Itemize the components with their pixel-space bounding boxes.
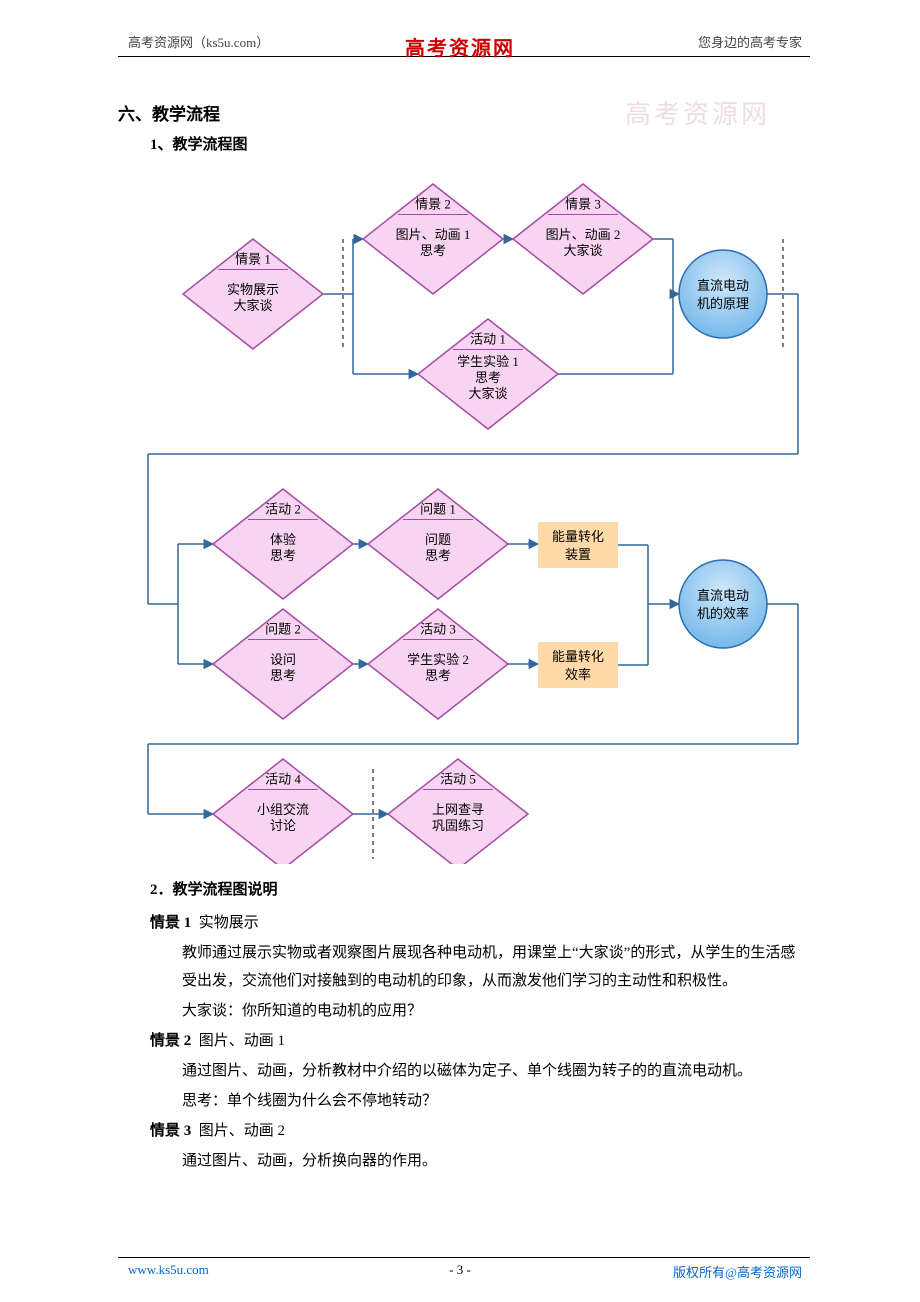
svg-text:上网查寻: 上网查寻 [432,802,484,817]
svg-text:活动 3: 活动 3 [420,622,456,637]
header-right: 您身边的高考专家 [698,32,802,51]
svg-text:小组交流: 小组交流 [257,802,309,817]
svg-text:活动 5: 活动 5 [440,772,476,787]
svg-text:问题: 问题 [425,532,451,547]
scene2-question: 思考：单个线圈为什么会不停地转动？ [182,1087,810,1115]
scene1-heading: 情景 1 实物展示 [150,909,810,937]
svg-text:思考: 思考 [425,668,451,683]
svg-text:思考: 思考 [270,668,296,683]
svg-text:问题 2: 问题 2 [265,622,301,637]
svg-text:能量转化: 能量转化 [552,529,604,544]
svg-text:直流电动: 直流电动 [697,588,749,603]
subsection-1: 1、教学流程图 [150,133,810,154]
svg-text:活动 4: 活动 4 [265,772,301,787]
svg-text:机的效率: 机的效率 [697,606,749,621]
scene3-paragraph: 通过图片、动画，分析换向器的作用。 [182,1147,810,1175]
svg-text:机的原理: 机的原理 [697,296,749,311]
svg-text:大家谈: 大家谈 [468,386,507,401]
svg-text:思考: 思考 [420,243,446,258]
svg-text:图片、动画 2: 图片、动画 2 [546,227,621,242]
svg-text:思考: 思考 [270,548,296,563]
svg-text:思考: 思考 [475,370,501,385]
svg-text:能量转化: 能量转化 [552,649,604,664]
scene1-question: 大家谈：你所知道的电动机的应用？ [182,997,810,1025]
svg-text:巩固练习: 巩固练习 [432,818,484,833]
svg-text:大家谈: 大家谈 [563,243,602,258]
svg-text:情景 3: 情景 3 [565,197,601,212]
scene1-paragraph: 教师通过展示实物或者观察图片展现各种电动机，用课堂上“大家谈”的形式，从学生的生… [118,939,810,995]
svg-text:情景 2: 情景 2 [415,197,451,212]
scene3-heading: 情景 3 图片、动画 2 [150,1117,810,1145]
svg-text:学生实验 1: 学生实验 1 [457,354,519,369]
svg-text:活动 2: 活动 2 [265,502,301,517]
svg-text:学生实验 2: 学生实验 2 [407,652,469,667]
watermark: 高考资源网 [625,94,770,131]
svg-text:讨论: 讨论 [270,818,296,833]
svg-text:情景 1: 情景 1 [235,252,271,267]
svg-text:问题 1: 问题 1 [420,502,456,517]
svg-text:活动 1: 活动 1 [470,332,506,347]
flowchart: 情景 1实物展示大家谈情景 2图片、动画 1思考情景 3图片、动画 2大家谈活动… [118,164,810,864]
svg-text:大家谈: 大家谈 [233,298,272,313]
scene2-paragraph: 通过图片、动画，分析教材中介绍的以磁体为定子、单个线圈为转子的的直流电动机。 [182,1057,810,1085]
svg-text:效率: 效率 [565,667,591,682]
svg-text:设问: 设问 [270,652,296,667]
subsection-2: 2．教学流程图说明 [150,878,810,899]
svg-text:思考: 思考 [425,548,451,563]
svg-text:装置: 装置 [565,547,591,562]
svg-text:体验: 体验 [270,532,296,547]
svg-text:实物展示: 实物展示 [227,282,279,297]
footer-right: 版权所有@高考资源网 [673,1262,802,1281]
svg-text:图片、动画 1: 图片、动画 1 [396,227,471,242]
footer-rule [118,1257,810,1258]
scene2-heading: 情景 2 图片、动画 1 [150,1027,810,1055]
svg-text:直流电动: 直流电动 [697,278,749,293]
